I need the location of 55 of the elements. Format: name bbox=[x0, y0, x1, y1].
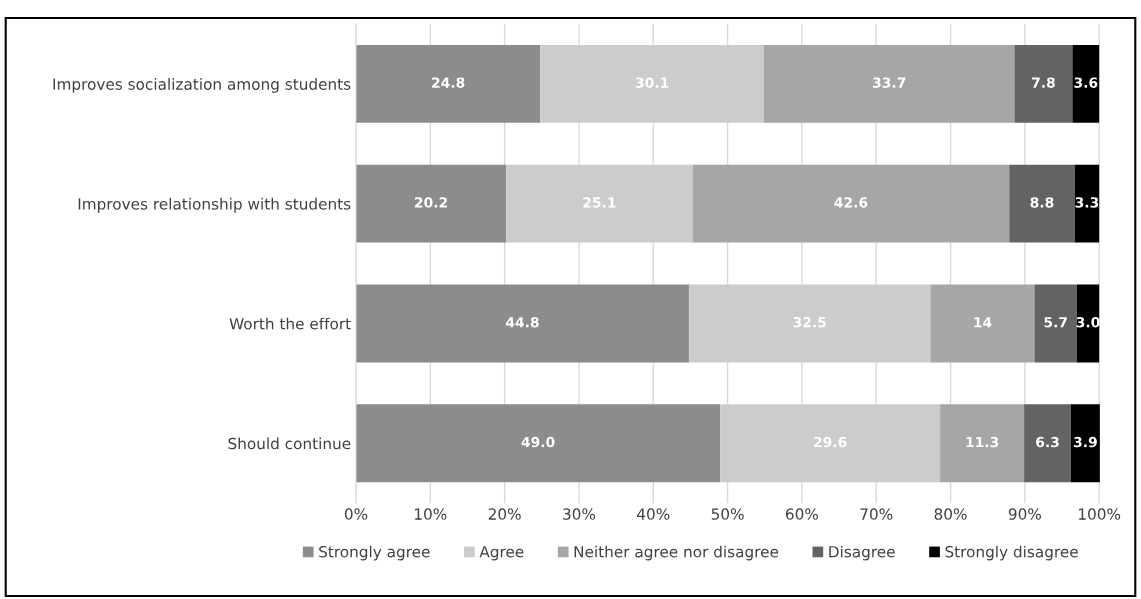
bar bbox=[1072, 44, 1100, 123]
data-label: 3.3 bbox=[1075, 197, 1099, 208]
x-tick-label: 20% bbox=[488, 508, 521, 520]
legend-label: Strongly disagree bbox=[945, 545, 1078, 561]
bar bbox=[355, 164, 507, 243]
y-tick-label: Improves relationship with students bbox=[78, 197, 351, 213]
data-label: 33.7 bbox=[873, 77, 906, 88]
legend-label: Strongly agree bbox=[319, 545, 430, 561]
bar bbox=[688, 284, 931, 363]
data-label: 7.8 bbox=[1032, 77, 1055, 88]
data-label: 14 bbox=[974, 317, 992, 328]
x-tick-label: 50% bbox=[711, 508, 744, 520]
x-tick-label: 10% bbox=[415, 508, 447, 520]
x-tick-label: 0% bbox=[344, 508, 368, 520]
bar bbox=[1024, 404, 1071, 483]
bar bbox=[355, 44, 541, 123]
bar bbox=[1034, 284, 1077, 363]
x-tick-label: 100% bbox=[1079, 508, 1121, 520]
bar bbox=[930, 284, 1035, 363]
x-tick-label: 70% bbox=[860, 508, 893, 520]
bar bbox=[355, 404, 721, 483]
legend-label: Agree bbox=[479, 546, 524, 561]
bar bbox=[1076, 284, 1100, 363]
bar bbox=[940, 404, 1025, 483]
data-label: 42.6 bbox=[834, 197, 868, 208]
bar bbox=[764, 44, 1015, 123]
legend-label: Neither agree nor disagree bbox=[574, 545, 779, 561]
bar bbox=[720, 404, 941, 483]
y-tick-label: Improves socialization among students bbox=[53, 78, 351, 93]
x-tick-label: 40% bbox=[637, 508, 670, 520]
bar bbox=[355, 284, 689, 363]
data-label: 44.8 bbox=[505, 316, 539, 328]
x-tick-label: 90% bbox=[1008, 508, 1041, 520]
x-tick-label: 30% bbox=[563, 508, 596, 520]
data-label: 8.8 bbox=[1030, 197, 1054, 208]
bar bbox=[1014, 44, 1073, 123]
data-label: 3.9 bbox=[1074, 436, 1097, 448]
legend-label: Disagree bbox=[829, 545, 895, 561]
data-label: 5.7 bbox=[1044, 317, 1067, 328]
bar bbox=[1074, 164, 1100, 243]
y-tick-label: Worth the effort bbox=[229, 317, 351, 330]
data-label: 49.0 bbox=[521, 436, 555, 448]
data-label: 3.6 bbox=[1074, 77, 1098, 88]
bar bbox=[692, 164, 1010, 243]
data-label: 20.2 bbox=[415, 197, 447, 208]
data-label: 11.3 bbox=[966, 436, 999, 448]
x-tick-label: 60% bbox=[785, 508, 819, 520]
x-tick-label: 80% bbox=[934, 508, 967, 520]
bar bbox=[1009, 164, 1075, 243]
data-label: 6.3 bbox=[1036, 436, 1059, 448]
bar bbox=[540, 44, 764, 123]
data-label: 24.8 bbox=[432, 77, 465, 88]
bar bbox=[506, 164, 693, 243]
y-tick-label: Should continue bbox=[228, 437, 351, 450]
bar bbox=[1070, 404, 1100, 483]
